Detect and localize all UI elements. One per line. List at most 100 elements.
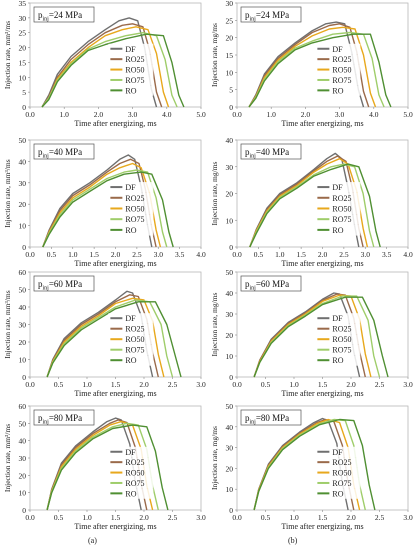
y-tick-label: 40 bbox=[226, 289, 234, 298]
y-tick-label: 30 bbox=[226, 163, 234, 172]
y-tick-label: 5 bbox=[229, 86, 233, 95]
x-tick-label: 0.5 bbox=[261, 380, 271, 389]
x-axis-label: Time after energizing, ms bbox=[281, 389, 363, 398]
x-tick-label: 3.0 bbox=[196, 513, 206, 522]
annotation-text: pinj=80 MPa bbox=[38, 413, 82, 426]
legend-bg bbox=[108, 334, 154, 345]
x-tick-label: 2.5 bbox=[168, 513, 178, 522]
figure-label-b: (b) bbox=[288, 536, 298, 545]
legend-bg bbox=[108, 182, 154, 193]
annotation-box bbox=[33, 143, 95, 160]
x-tick-label: 2.5 bbox=[168, 380, 178, 389]
legend-label-ro75: RO75 bbox=[332, 479, 351, 488]
legend-bg bbox=[315, 344, 361, 356]
legend-bg bbox=[108, 457, 154, 468]
annotation-box bbox=[240, 6, 302, 23]
legend-label-ro25: RO25 bbox=[332, 194, 351, 203]
legend-bg bbox=[315, 488, 361, 499]
y-tick-label: 5 bbox=[22, 88, 26, 97]
annotation-text: pinj=80 MPa bbox=[245, 413, 289, 426]
x-tick-label: 3.0 bbox=[154, 250, 164, 259]
legend-bg bbox=[315, 467, 361, 478]
annotation-text: pinj=40 MPa bbox=[245, 147, 289, 160]
series-line-ro bbox=[253, 418, 376, 511]
annotation-text: pinj=60 MPa bbox=[245, 279, 289, 292]
y-tick-label: 0 bbox=[229, 103, 233, 112]
y-tick-label: 50 bbox=[19, 286, 27, 295]
series-line-ro bbox=[249, 163, 381, 248]
legend-bg bbox=[315, 446, 361, 458]
y-tick-label: 10 bbox=[19, 356, 27, 365]
legend-label-ro75: RO75 bbox=[332, 215, 351, 224]
y-tick-label: 40 bbox=[226, 423, 234, 432]
series-line-ro75 bbox=[46, 299, 174, 378]
legend-label-ro: RO bbox=[125, 226, 136, 235]
x-tick-label: 1.5 bbox=[111, 513, 121, 522]
x-tick-label: 3.0 bbox=[403, 380, 413, 389]
x-tick-label: 0.0 bbox=[232, 380, 242, 389]
legend-label-ro50: RO50 bbox=[332, 335, 351, 344]
legend-label-ro25: RO25 bbox=[125, 55, 144, 64]
y-tick-label: 10 bbox=[226, 485, 234, 494]
legend-label-df: DF bbox=[332, 183, 343, 192]
y-tick-label: 0 bbox=[229, 506, 233, 515]
legend-label-ro25: RO25 bbox=[332, 458, 351, 467]
legend-label-ro: RO bbox=[332, 86, 343, 95]
x-tick-label: 0.0 bbox=[25, 380, 35, 389]
y-tick-label: 25 bbox=[19, 29, 27, 38]
legend-label-ro: RO bbox=[125, 356, 136, 365]
x-tick-label: 5.0 bbox=[196, 110, 206, 119]
legend-bg bbox=[315, 192, 361, 204]
y-tick-label: 15 bbox=[19, 58, 27, 67]
legend-bg bbox=[108, 192, 154, 204]
legend-bg bbox=[108, 488, 154, 499]
y-tick-label: 40 bbox=[19, 157, 27, 166]
y-axis-label: Injection rate, mg/ms bbox=[210, 23, 219, 87]
legend-label-ro50: RO50 bbox=[125, 204, 144, 213]
legend-label-df: DF bbox=[125, 314, 136, 323]
legend-label-ro25: RO25 bbox=[332, 55, 351, 64]
annotation-rest: =60 MPa bbox=[256, 279, 289, 289]
x-tick-label: 4.0 bbox=[162, 110, 172, 119]
legend-bg bbox=[315, 74, 361, 86]
annotation-text: pinj=60 MPa bbox=[38, 279, 82, 292]
y-tick-label: 15 bbox=[226, 51, 234, 60]
x-tick-label: 2.5 bbox=[132, 250, 142, 259]
legend-label-ro75: RO75 bbox=[125, 346, 144, 355]
x-tick-label: 1.0 bbox=[275, 250, 285, 259]
legend-bg bbox=[315, 224, 361, 236]
y-axis-label: Injection rate, mm³/ms bbox=[3, 290, 12, 358]
annotation-sub: inj bbox=[43, 154, 50, 160]
annotation-main: p bbox=[245, 147, 250, 157]
x-tick-label: 2.0 bbox=[139, 380, 149, 389]
x-tick-label: 2.0 bbox=[318, 250, 328, 259]
x-tick-label: 0.0 bbox=[232, 110, 242, 119]
legend-label-ro75: RO75 bbox=[125, 76, 144, 85]
x-tick-label: 1.5 bbox=[296, 250, 306, 259]
y-axis-label: Injection rate, mm³/ms bbox=[3, 159, 12, 227]
y-tick-label: 10 bbox=[19, 73, 27, 82]
x-tick-label: 0.5 bbox=[54, 380, 64, 389]
series-line-ro bbox=[253, 296, 389, 378]
y-tick-label: 30 bbox=[19, 321, 27, 330]
chart-panel-4: 0 10 20 30 40 0.0 0.5 1.0 1.5 2.0 2.5 3.0 3.5 4.0 Time… bbox=[210, 136, 413, 268]
annotation-text: pinj=24 MPa bbox=[38, 10, 82, 23]
annotation-rest: =80 MPa bbox=[49, 413, 82, 423]
y-tick-label: 30 bbox=[226, 0, 234, 8]
y-tick-label: 10 bbox=[19, 489, 27, 498]
x-tick-label: 1.0 bbox=[289, 513, 299, 522]
legend-label-ro: RO bbox=[332, 356, 343, 365]
chart-panel-7: 0 10 20 30 40 50 60 0.0 0.5 1.0 1.5 2.0 2.5 3.0 Time a… bbox=[3, 402, 206, 531]
y-tick-label: 0 bbox=[22, 373, 26, 382]
legend-label-ro25: RO25 bbox=[125, 194, 144, 203]
legend-label-ro50: RO50 bbox=[125, 66, 144, 75]
y-tick-label: 40 bbox=[226, 136, 234, 145]
legend-bg bbox=[315, 54, 361, 65]
annotation-sub: inj bbox=[250, 154, 257, 160]
x-axis-label: Time after energizing, ms bbox=[74, 259, 156, 268]
figure-label-a: (a) bbox=[88, 536, 97, 545]
x-tick-label: 2.0 bbox=[139, 513, 149, 522]
series-line-ro bbox=[42, 171, 174, 248]
x-tick-label: 4.0 bbox=[196, 250, 206, 259]
annotation-main: p bbox=[245, 279, 250, 289]
